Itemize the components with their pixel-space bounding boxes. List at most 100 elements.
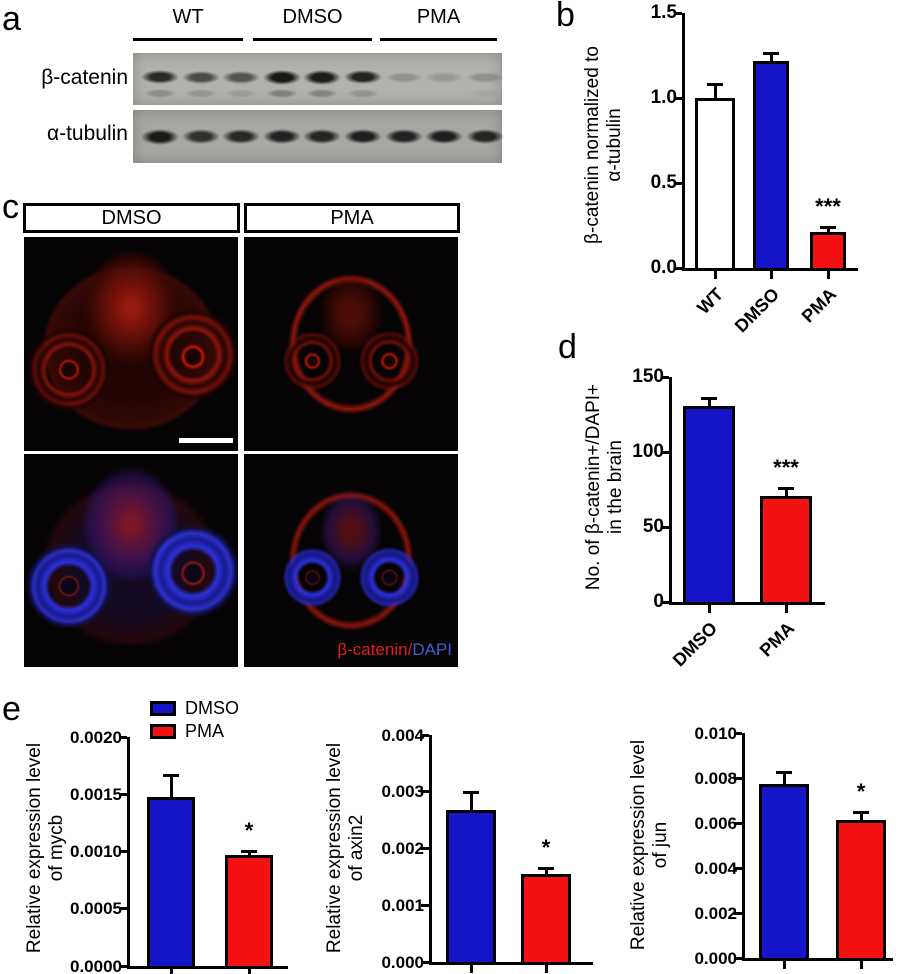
- error-bar-cap: [538, 866, 554, 870]
- x-tick: [544, 965, 548, 973]
- y-tick-label: 0.008: [694, 768, 737, 788]
- y-tick: [674, 11, 682, 15]
- y-tick: [421, 903, 429, 907]
- y-tick-label: 0: [653, 590, 664, 612]
- y-tick-label: 150: [632, 365, 664, 387]
- lane-group-label-dmso: DMSO: [282, 6, 343, 28]
- lane-group-label-pma: PMA: [416, 6, 461, 28]
- x-tick: [782, 961, 786, 969]
- x-axis: [742, 958, 893, 961]
- blot-row-label-atubulin: α-tubulin: [46, 122, 128, 145]
- error-bar-line: [469, 790, 473, 813]
- blot-band: [303, 129, 342, 144]
- x-tick: [469, 965, 473, 973]
- y-tick-label: 0.002: [381, 839, 424, 858]
- micro-image-pma-bcatenin: [244, 237, 458, 451]
- error-bar-cap: [763, 52, 779, 56]
- x-tick: [247, 969, 251, 974]
- blot-smear-band: [347, 89, 379, 98]
- y-axis: [682, 13, 685, 268]
- chart-axin2: 0.000 0.001 0.002 0.003 0.004 * Relative expre…: [310, 690, 610, 974]
- bar-dmso: [759, 783, 809, 961]
- blot-band: [141, 128, 179, 145]
- blot-band: [384, 71, 423, 83]
- bar-dmso: [446, 810, 496, 965]
- y-tick: [119, 735, 127, 739]
- y-tick-label: 0.000: [694, 948, 737, 968]
- error-bar-line: [784, 486, 788, 498]
- scale-bar: [179, 438, 233, 443]
- y-tick: [119, 850, 127, 853]
- y-tick: [661, 600, 669, 604]
- y-axis: [742, 733, 745, 958]
- c-header-dmso-text: DMSO: [101, 206, 162, 229]
- micro-image-dmso-merge: [24, 454, 238, 667]
- error-bar-line: [782, 771, 786, 786]
- stain-label-bcatenin: β-catenin/: [337, 640, 413, 659]
- y-tick: [119, 907, 127, 911]
- y-axis-title-line: Relative expression level: [24, 742, 45, 954]
- blot-band: [181, 129, 220, 144]
- x-tick: [707, 605, 711, 613]
- y-tick: [674, 181, 682, 185]
- blot-band: [262, 129, 301, 144]
- legend-item-pma: PMA: [150, 721, 224, 742]
- significance-stars: *: [244, 818, 254, 844]
- y-axis-title-line: of mycb: [46, 814, 67, 882]
- blot-band: [344, 70, 382, 84]
- blot-band: [384, 129, 423, 144]
- error-bar-line: [169, 773, 173, 799]
- error-bar-cap: [241, 850, 257, 854]
- y-axis-title-line: of jun: [650, 821, 671, 869]
- error-bar-line: [707, 396, 711, 408]
- bar-pma: [225, 854, 273, 969]
- y-tick: [421, 847, 429, 850]
- stain-label-dapi: DAPI: [412, 640, 452, 659]
- y-tick-label: 0.010: [694, 723, 737, 743]
- y-axis-title-line: of axin2: [346, 814, 367, 882]
- y-tick-label: 0.0005: [70, 899, 122, 919]
- bar-dmso: [147, 796, 195, 969]
- y-axis-title: Relative expression level of jun: [628, 695, 672, 974]
- blot-band: [141, 70, 179, 84]
- significance-stars: *: [856, 778, 866, 804]
- x-axis: [429, 962, 593, 965]
- panel-e-label: e: [2, 690, 21, 728]
- lane-group-label-wt: WT: [172, 6, 204, 28]
- y-tick: [661, 375, 669, 379]
- blot-row-label-bcatenin: β-catenin: [41, 66, 128, 89]
- y-tick: [674, 266, 682, 270]
- blot-band: [425, 129, 464, 144]
- panel-d-label: d: [558, 328, 577, 366]
- x-category-label: DMSO: [668, 618, 722, 671]
- x-tick: [169, 969, 173, 974]
- blot-smear-band: [468, 89, 501, 98]
- lane-group-underline: [380, 38, 497, 41]
- y-tick-label: 0.003: [381, 782, 424, 802]
- y-tick-label: 0.002: [694, 903, 737, 923]
- error-bar-cap: [776, 771, 792, 775]
- y-tick: [734, 821, 742, 825]
- bar-pma: [810, 232, 846, 271]
- y-axis-title-line: Relative expression level: [324, 742, 345, 954]
- y-tick: [119, 792, 127, 796]
- y-tick-label: 0.0: [650, 256, 677, 278]
- y-tick: [674, 96, 682, 100]
- y-axis: [127, 737, 130, 966]
- x-tick: [784, 605, 788, 613]
- y-tick-label: 50: [642, 515, 664, 537]
- bar-pma: [760, 495, 812, 605]
- legend-swatch-pma: [150, 724, 176, 739]
- y-axis-title: Relative expression level of axin2: [324, 698, 368, 974]
- y-tick: [421, 790, 429, 794]
- bar-dmso: [753, 60, 789, 271]
- y-axis-title-line: Relative expression level: [628, 739, 649, 951]
- chart-mycb: 0.0000 0.0005 0.0010 0.0015 0.0020 * Relative …: [0, 690, 320, 974]
- significance-stars: *: [541, 834, 551, 860]
- y-tick: [661, 525, 669, 529]
- y-axis-title: Relative expression level of mycb: [24, 698, 68, 974]
- bar-pma: [836, 819, 886, 961]
- x-category-label: PMA: [755, 618, 799, 661]
- y-tick-label: 0.001: [381, 895, 424, 915]
